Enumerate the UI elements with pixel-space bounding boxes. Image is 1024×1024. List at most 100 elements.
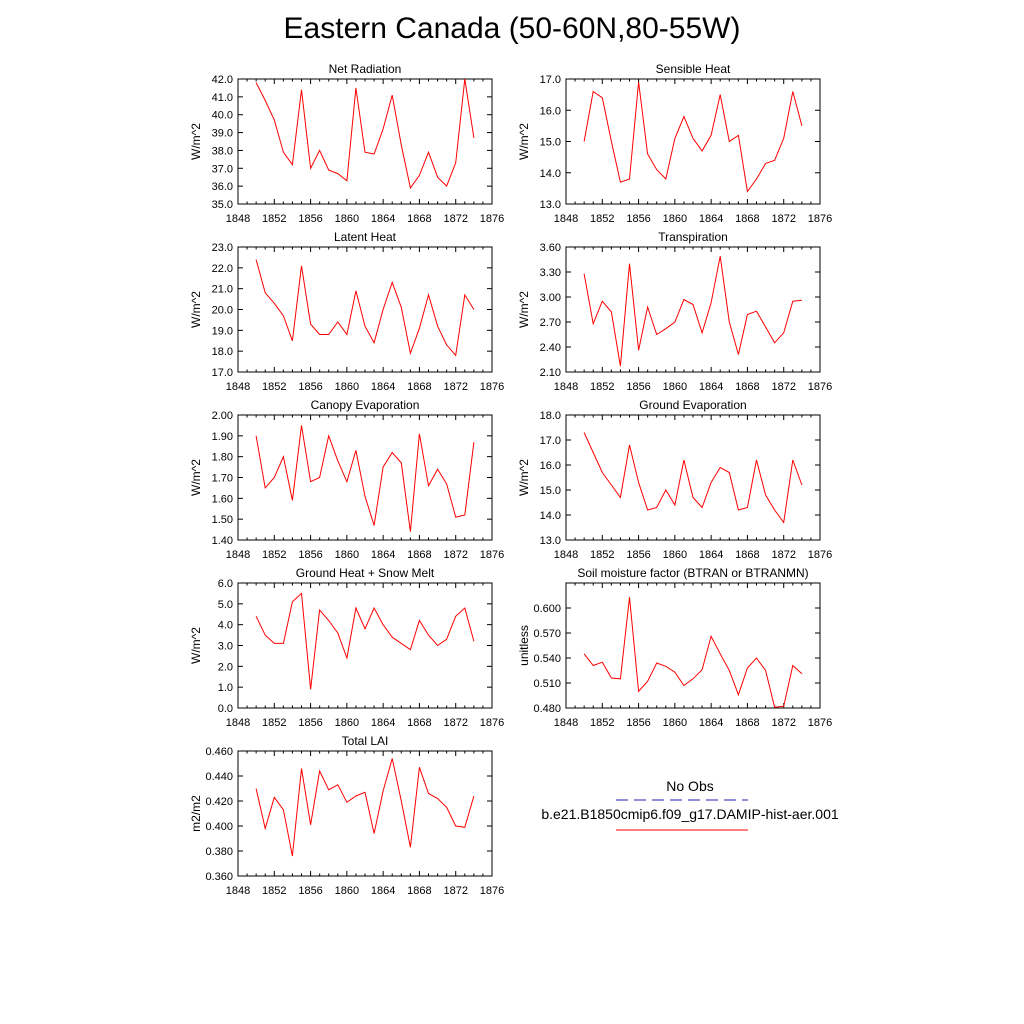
y-tick-label: 13.0 [540, 199, 561, 211]
x-tick-label: 1852 [262, 549, 286, 561]
y-tick-label: 15.0 [540, 137, 561, 149]
y-tick-label: 22.0 [212, 263, 233, 275]
y-tick-label: 35.0 [212, 199, 233, 211]
series-line [255, 592, 475, 690]
y-tick-label: 16.0 [540, 105, 561, 117]
y-axis-label: W/m^2 [517, 459, 531, 496]
x-tick-label: 1860 [663, 381, 687, 393]
x-tick-label: 1848 [554, 549, 578, 561]
y-tick-label: 0.540 [533, 653, 561, 665]
panel-title: Total LAI [342, 734, 389, 748]
panel-title: Sensible Heat [656, 62, 731, 76]
x-tick-label: 1860 [335, 213, 359, 225]
x-tick-label: 1860 [335, 717, 359, 729]
x-tick-label: 1876 [808, 549, 832, 561]
legend-obs-label: No Obs [666, 778, 714, 794]
y-tick-label: 37.0 [212, 163, 233, 175]
y-tick-label: 0.400 [205, 821, 233, 833]
y-tick-label: 2.70 [540, 317, 561, 329]
series-line [255, 78, 475, 190]
panel-5: Canopy Evaporation 1848 1852 1856 1860 1864 18… [189, 398, 504, 561]
y-tick-label: 17.0 [540, 74, 561, 86]
x-tick-label: 1864 [699, 717, 723, 729]
y-tick-label: 0.600 [533, 603, 561, 615]
x-tick-label: 1860 [335, 381, 359, 393]
y-tick-label: 2.40 [540, 342, 561, 354]
x-tick-label: 1868 [407, 381, 431, 393]
panel-title: Canopy Evaporation [311, 398, 420, 412]
series-line [255, 259, 475, 357]
x-tick-label: 1860 [335, 549, 359, 561]
x-tick-label: 1848 [226, 381, 250, 393]
y-tick-label: 13.0 [540, 535, 561, 547]
y-tick-label: 16.0 [540, 460, 561, 472]
x-tick-label: 1856 [626, 717, 650, 729]
x-tick-label: 1872 [771, 549, 795, 561]
x-tick-label: 1860 [663, 213, 687, 225]
x-tick-label: 1864 [699, 213, 723, 225]
x-tick-label: 1852 [262, 885, 286, 897]
y-tick-label: 18.0 [212, 346, 233, 358]
y-tick-label: 17.0 [212, 367, 233, 379]
y-tick-label: 3.30 [540, 267, 561, 279]
panel-9: Total LAI 1848 1852 1856 1860 1864 1868 1872 187… [189, 734, 504, 897]
y-axis-label: W/m^2 [517, 291, 531, 328]
series-line [583, 432, 803, 524]
plot-frame [565, 414, 821, 541]
x-tick-label: 1852 [590, 213, 614, 225]
y-axis-label: m2/m2 [189, 795, 203, 832]
y-tick-label: 1.90 [212, 431, 233, 443]
y-tick-label: 5.0 [218, 599, 233, 611]
y-tick-label: 0.460 [205, 746, 233, 758]
x-tick-label: 1864 [699, 549, 723, 561]
x-tick-label: 1848 [226, 885, 250, 897]
panel-1: Net Radiation 1848 1852 1856 1860 1864 1868 187… [189, 62, 504, 225]
x-tick-label: 1848 [554, 717, 578, 729]
y-tick-label: 2.00 [212, 410, 233, 422]
x-tick-label: 1856 [298, 213, 322, 225]
y-tick-label: 1.50 [212, 514, 233, 526]
x-tick-label: 1864 [371, 717, 395, 729]
y-axis-label: unitless [517, 625, 531, 666]
series-line [583, 597, 803, 708]
y-tick-label: 3.60 [540, 242, 561, 254]
legend-obs-line [616, 799, 748, 801]
x-tick-label: 1860 [335, 885, 359, 897]
plot-frame [237, 750, 493, 877]
x-tick-label: 1856 [298, 549, 322, 561]
x-tick-label: 1856 [626, 549, 650, 561]
x-tick-label: 1852 [590, 381, 614, 393]
y-tick-label: 1.60 [212, 493, 233, 505]
panel-title: Soil moisture factor (BTRAN or BTRANMN) [577, 566, 808, 580]
x-tick-label: 1868 [407, 549, 431, 561]
y-tick-label: 1.40 [212, 535, 233, 547]
x-tick-label: 1872 [443, 549, 467, 561]
y-tick-label: 0.420 [205, 796, 233, 808]
y-tick-label: 20.0 [212, 305, 233, 317]
series-line [583, 256, 802, 367]
panel-8: Soil moisture factor (BTRAN or BTRANMN) 1… [517, 566, 832, 729]
x-tick-label: 1876 [808, 381, 832, 393]
y-tick-label: 0.570 [533, 628, 561, 640]
plot-frame [237, 582, 493, 709]
x-tick-label: 1872 [443, 213, 467, 225]
y-tick-label: 1.80 [212, 452, 233, 464]
y-tick-label: 6.0 [218, 578, 233, 590]
y-tick-label: 15.0 [540, 485, 561, 497]
y-axis-label: W/m^2 [189, 291, 203, 328]
x-tick-label: 1856 [626, 381, 650, 393]
series-line [255, 758, 475, 857]
x-tick-label: 1864 [371, 885, 395, 897]
y-tick-label: 23.0 [212, 242, 233, 254]
panel-title: Net Radiation [329, 62, 402, 76]
y-tick-label: 0.380 [205, 846, 233, 858]
panel-title: Ground Evaporation [639, 398, 746, 412]
x-tick-label: 1868 [735, 717, 759, 729]
x-tick-label: 1872 [771, 717, 795, 729]
x-tick-label: 1852 [262, 717, 286, 729]
x-tick-label: 1876 [480, 549, 504, 561]
legend-model-label: b.e21.B1850cmip6.f09_g17.DAMIP-hist-aer.… [541, 806, 839, 822]
y-axis-label: W/m^2 [517, 123, 531, 160]
plot-frame [237, 414, 493, 541]
y-tick-label: 0.0 [218, 703, 233, 715]
